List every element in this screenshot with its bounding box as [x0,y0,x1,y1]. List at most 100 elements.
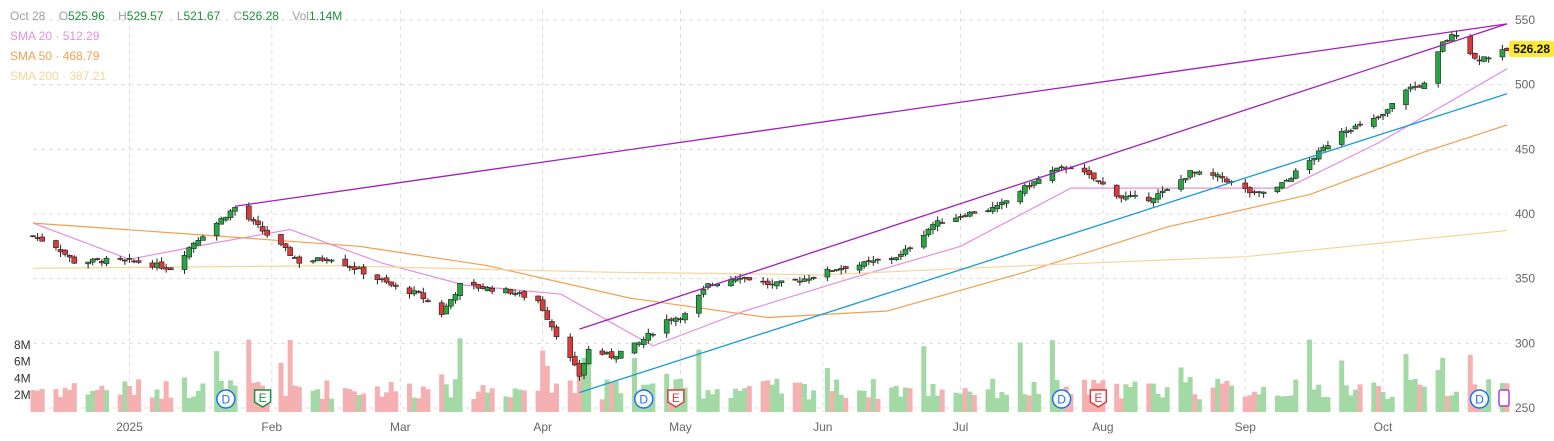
candle-body[interactable] [1100,181,1106,185]
candle-body[interactable] [737,277,743,280]
candle-body[interactable] [700,289,707,295]
candle-body[interactable] [1026,185,1033,188]
candle-body[interactable] [1472,52,1478,59]
candle-body[interactable] [85,261,91,265]
candle-body[interactable] [163,267,169,270]
candle-body[interactable] [1242,182,1249,189]
candle-body[interactable] [250,219,257,222]
candle-body[interactable] [1146,196,1152,202]
candle-body[interactable] [985,210,991,212]
candle-body[interactable] [1485,57,1492,60]
candle-body[interactable] [1421,82,1428,90]
candle-body[interactable] [282,243,289,248]
candle-body[interactable] [190,242,197,250]
candle-body[interactable] [631,342,638,354]
candle-body[interactable] [535,295,541,302]
candle-body[interactable] [856,264,863,271]
candle-body[interactable] [549,321,555,328]
candle-body[interactable] [1476,59,1483,62]
candle-body[interactable] [1224,178,1230,183]
candle-body[interactable] [448,299,454,307]
candle-body[interactable] [1178,179,1184,190]
candle-body[interactable] [34,237,41,239]
candle-body[interactable] [255,220,261,226]
candle-body[interactable] [544,310,551,320]
candle-body[interactable] [360,266,367,275]
candle-body[interactable] [158,261,165,269]
candle-body[interactable] [425,300,431,303]
candle-body[interactable] [1086,170,1092,175]
sma50-row[interactable]: SMA 50 · 468.79 [10,49,100,63]
candle-body[interactable] [1251,191,1258,194]
candle-body[interactable] [103,257,110,264]
candle-body[interactable] [810,276,817,279]
sma20-row[interactable]: SMA 20 · 512.29 [10,29,100,43]
candle-body[interactable] [613,355,619,360]
candle-body[interactable] [930,224,936,230]
candle-body[interactable] [741,277,748,279]
candle-body[interactable] [57,249,64,253]
candle-body[interactable] [1260,191,1267,194]
candle-body[interactable] [53,240,59,249]
candle-body[interactable] [1095,180,1102,182]
candle-body[interactable] [838,268,844,271]
dividend-marker[interactable] [216,389,236,409]
candle-body[interactable] [953,217,959,222]
candle-body[interactable] [195,240,202,246]
candle-body[interactable] [1182,178,1189,181]
candle-body[interactable] [246,205,252,220]
candle-body[interactable] [186,247,192,258]
candle-body[interactable] [824,268,831,278]
candle-body[interactable] [503,288,509,294]
candle-body[interactable] [1191,171,1198,174]
candle-body[interactable] [383,277,390,283]
candle-body[interactable] [1279,182,1285,189]
candle-body[interactable] [122,259,128,262]
candle-body[interactable] [66,254,73,258]
candle-body[interactable] [39,236,45,242]
candle-body[interactable] [516,292,523,294]
trendline-purple[interactable] [234,23,1508,207]
candle-body[interactable] [1449,34,1455,42]
candle-body[interactable] [1031,181,1037,186]
candle-body[interactable] [1214,174,1221,178]
candle-body[interactable] [1123,196,1129,200]
candle-body[interactable] [1499,49,1506,58]
candle-body[interactable] [1412,86,1418,88]
candle-body[interactable] [608,351,615,358]
candle-body[interactable] [673,317,679,322]
candle-body[interactable] [374,274,381,280]
dividend-marker[interactable] [633,389,654,409]
candle-body[interactable] [480,286,486,290]
candle-body[interactable] [1444,39,1451,42]
candle-body[interactable] [351,266,358,270]
candle-body[interactable] [999,201,1005,205]
candle-body[interactable] [328,259,335,262]
candle-body[interactable] [1467,36,1474,55]
candle-body[interactable] [457,282,463,296]
candle-body[interactable] [829,270,835,272]
candle-body[interactable] [278,234,284,245]
candle-body[interactable] [636,342,642,345]
sma200-row[interactable]: SMA 200 · 387.21 [10,69,107,83]
candle-body[interactable] [650,333,656,336]
candle-body[interactable] [1343,130,1350,133]
candle-body[interactable] [1132,194,1138,197]
candle-body[interactable] [232,207,238,212]
candle-body[interactable] [898,254,904,257]
candle-body[interactable] [902,248,909,255]
candle-body[interactable] [1403,89,1409,106]
candle-body[interactable] [1164,189,1170,191]
candle-body[interactable] [319,257,326,261]
candle-body[interactable] [1375,116,1382,119]
candle-body[interactable] [1150,198,1157,204]
candle-body[interactable] [778,280,785,283]
candle-body[interactable] [893,257,900,261]
candle-body[interactable] [484,286,491,291]
candle-body[interactable] [1155,193,1161,200]
candle-body[interactable] [411,290,417,295]
candle-body[interactable] [1320,146,1327,152]
trendlines[interactable] [234,23,1508,394]
candle-body[interactable] [939,222,945,224]
